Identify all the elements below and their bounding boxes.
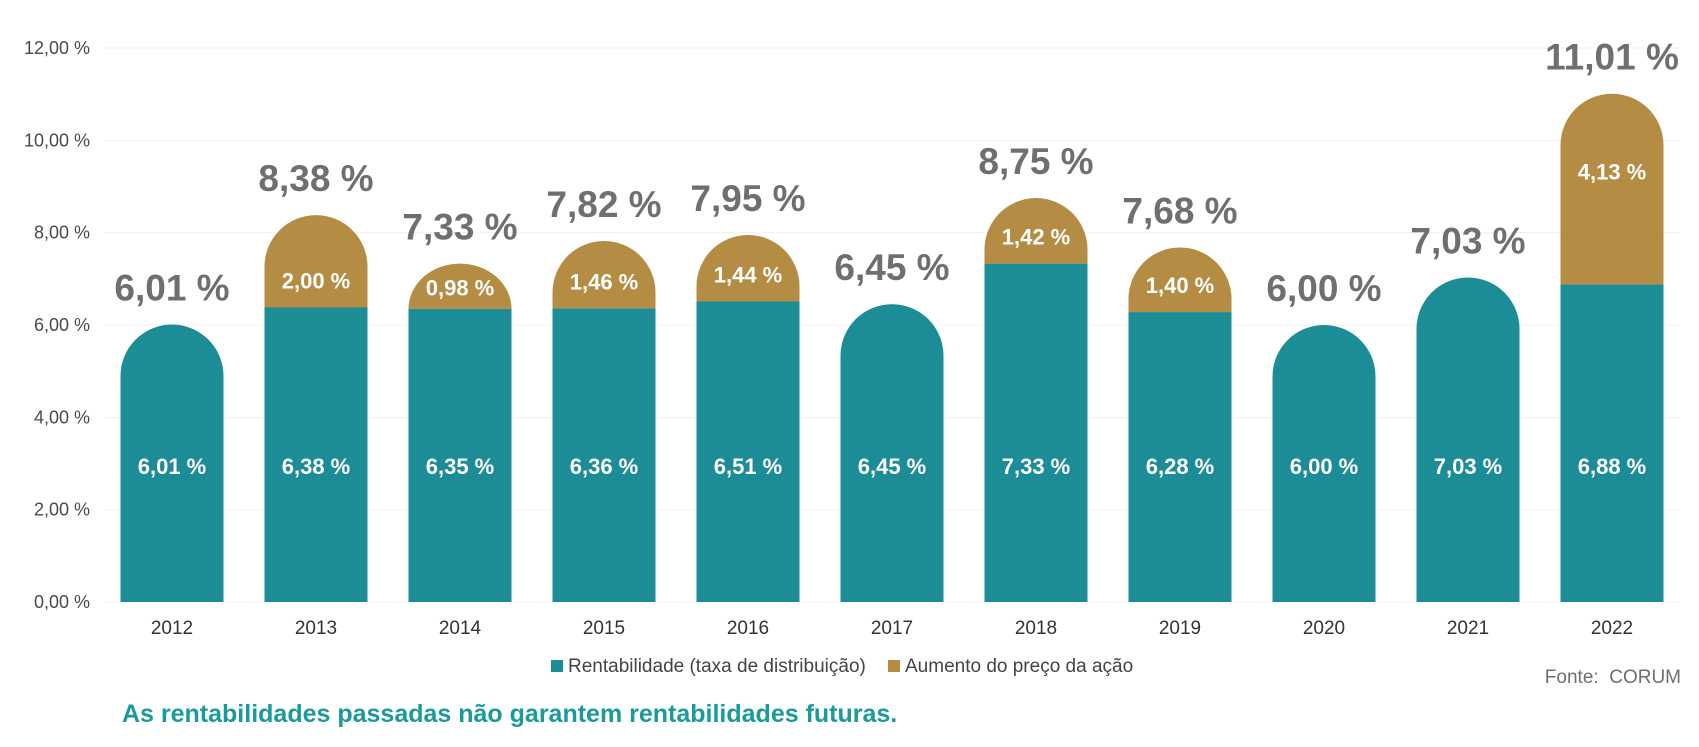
bar-rentabilidade	[264, 307, 368, 602]
bar-rentabilidade	[1128, 312, 1232, 602]
y-tick-label: 4,00 %	[34, 407, 90, 427]
y-tick-label: 0,00 %	[34, 592, 90, 612]
legend: Rentabilidade (taxa de distribuição) Aume…	[551, 656, 1133, 677]
y-tick-label: 10,00 %	[24, 130, 90, 150]
x-tick-label: 2021	[1447, 618, 1489, 639]
x-tick-label: 2017	[871, 618, 913, 639]
aumento-preco-label: 1,44 %	[714, 262, 783, 287]
bar-aumento-preco	[408, 263, 512, 309]
bar-rentabilidade	[1272, 325, 1376, 602]
legend-swatch	[888, 660, 900, 672]
rentabilidade-label: 6,01 %	[138, 454, 207, 479]
y-axis: 0,00 % 2,00 % 4,00 % 6,00 % 8,00 % 10,00 % 12,…	[24, 38, 90, 612]
data-labels: 6,01 % 6,01 % 6,38 % 2,00 % 8,38 % 6,35 % 0,98…	[114, 37, 1678, 479]
y-tick-label: 6,00 %	[34, 315, 90, 335]
bar-rentabilidade	[696, 301, 800, 602]
x-tick-label: 2020	[1303, 618, 1345, 639]
rentabilidade-label: 6,00 %	[1290, 454, 1359, 479]
rentabilidade-label: 6,28 %	[1146, 454, 1215, 479]
total-label: 6,45 %	[834, 247, 949, 288]
aumento-preco-label: 4,13 %	[1578, 160, 1647, 185]
bar-aumento-preco	[1560, 93, 1664, 285]
total-label: 7,33 %	[402, 207, 517, 248]
x-tick-label: 2022	[1591, 618, 1633, 639]
aumento-preco-label: 1,40 %	[1146, 273, 1215, 298]
legend-item-rentabilidade: Rentabilidade (taxa de distribuição)	[568, 656, 866, 677]
total-label: 6,01 %	[114, 268, 229, 309]
bar-rentabilidade	[552, 308, 656, 602]
total-label: 11,01 %	[1545, 37, 1679, 78]
bar-rentabilidade	[1560, 284, 1664, 602]
aumento-preco-label: 1,42 %	[1002, 225, 1071, 250]
x-tick-label: 2018	[1015, 618, 1057, 639]
x-tick-label: 2019	[1159, 618, 1201, 639]
aumento-preco-label: 0,98 %	[426, 275, 495, 300]
bar-rentabilidade	[120, 324, 224, 602]
bar-rentabilidade	[840, 304, 944, 602]
x-axis: 2012 2013 2014 2015 2016 2017 2018 2019 2020 2021…	[151, 618, 1633, 639]
x-tick-label: 2012	[151, 618, 193, 639]
x-tick-label: 2015	[583, 618, 625, 639]
disclaimer-text: As rentabilidades passadas não garantem …	[122, 700, 898, 728]
total-label: 8,38 %	[258, 158, 373, 199]
legend-item-aumento-preco: Aumento do preço da ação	[905, 656, 1133, 677]
bars	[120, 93, 1664, 602]
source-note: Fonte: CORUM	[1544, 667, 1681, 688]
rentabilidade-label: 6,35 %	[426, 454, 495, 479]
rentabilidade-label: 6,88 %	[1578, 454, 1647, 479]
y-tick-label: 2,00 %	[34, 500, 90, 520]
x-tick-label: 2013	[295, 618, 337, 639]
bar-aumento-preco	[984, 198, 1088, 264]
bar-aumento-preco	[1128, 247, 1232, 313]
x-tick-label: 2016	[727, 618, 769, 639]
bar-rentabilidade	[984, 263, 1088, 602]
total-label: 6,00 %	[1266, 268, 1381, 309]
total-label: 7,68 %	[1122, 190, 1237, 231]
y-tick-label: 12,00 %	[24, 38, 90, 58]
y-tick-label: 8,00 %	[34, 223, 90, 243]
total-label: 7,82 %	[546, 184, 661, 225]
rentabilidade-label: 6,51 %	[714, 454, 783, 479]
rentabilidade-label: 6,38 %	[282, 454, 351, 479]
rentabilidade-label: 6,45 %	[858, 454, 927, 479]
legend-swatch	[551, 660, 563, 672]
bar-rentabilidade	[408, 308, 512, 602]
total-label: 8,75 %	[978, 141, 1093, 182]
rentabilidade-label: 7,33 %	[1002, 454, 1071, 479]
rentabilidade-label: 6,36 %	[570, 454, 639, 479]
aumento-preco-label: 1,46 %	[570, 269, 639, 294]
bar-aumento-preco	[696, 234, 800, 302]
rentabilidade-label: 7,03 %	[1434, 454, 1503, 479]
x-tick-label: 2014	[439, 618, 482, 639]
aumento-preco-label: 2,00 %	[282, 268, 351, 293]
bar-aumento-preco	[552, 240, 656, 309]
total-label: 7,95 %	[690, 178, 805, 219]
total-label: 7,03 %	[1410, 220, 1525, 261]
bar-aumento-preco	[264, 215, 368, 308]
bar-rentabilidade	[1416, 277, 1520, 602]
